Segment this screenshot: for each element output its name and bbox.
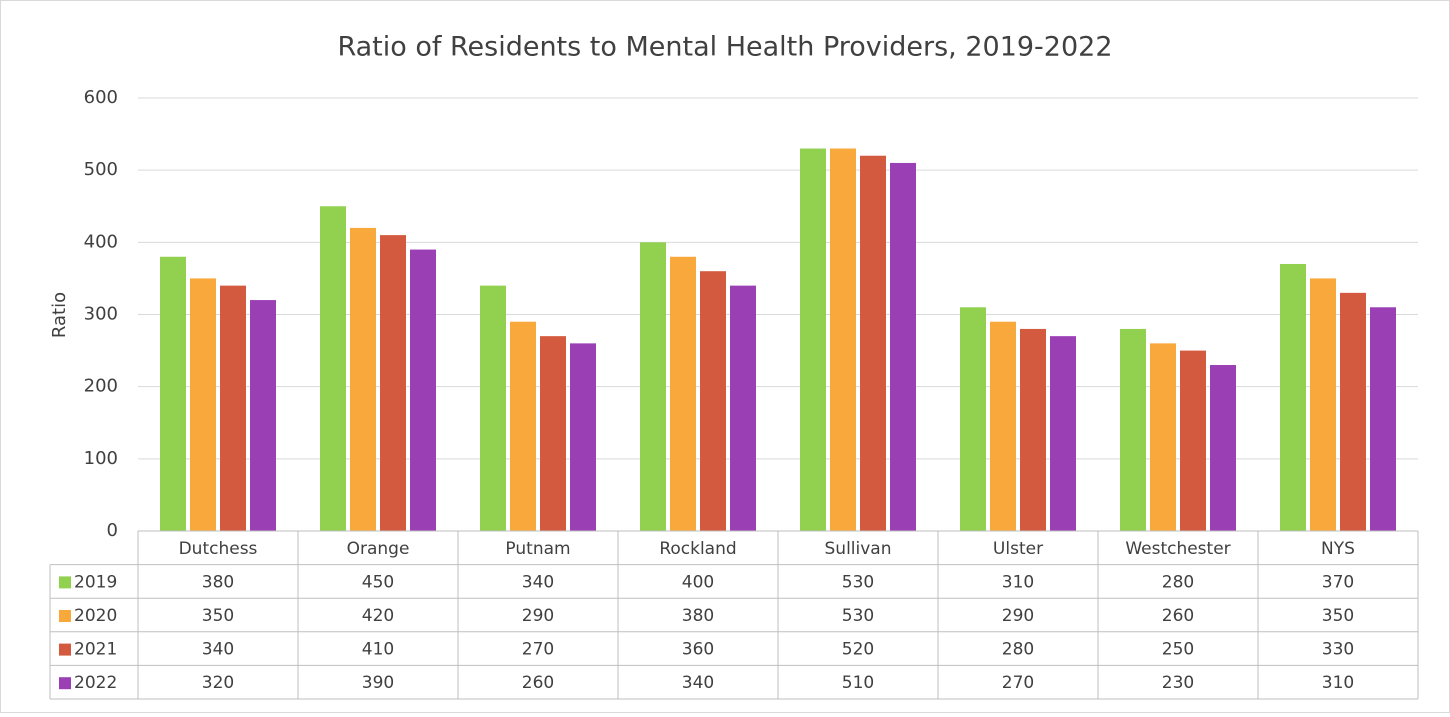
bar — [1310, 278, 1336, 531]
bar — [190, 278, 216, 531]
chart-title: Ratio of Residents to Mental Health Prov… — [337, 32, 1112, 63]
bar — [990, 321, 1016, 531]
bar — [830, 148, 856, 531]
legend-label: 2019 — [74, 572, 117, 592]
legend-label: 2021 — [74, 640, 117, 660]
x-tick-label: Orange — [347, 539, 410, 559]
bar — [1370, 307, 1396, 531]
table-value: 280 — [1162, 572, 1194, 592]
table-value: 520 — [842, 640, 874, 660]
table-value: 420 — [362, 606, 394, 626]
y-tick-label: 400 — [84, 231, 118, 252]
bar — [1020, 328, 1046, 531]
y-tick-label: 500 — [84, 159, 118, 180]
bar — [860, 155, 886, 531]
bar — [380, 235, 406, 531]
table-value: 290 — [1002, 606, 1034, 626]
y-tick-label: 600 — [84, 87, 118, 108]
legend-swatch — [59, 610, 71, 622]
bar — [1180, 350, 1206, 531]
bar — [510, 321, 536, 531]
table-value: 260 — [1162, 606, 1194, 626]
bar — [1210, 365, 1236, 531]
x-tick-label: Ulster — [993, 539, 1043, 559]
table-value: 250 — [1162, 640, 1194, 660]
legend-swatch — [59, 576, 71, 589]
legend-swatch — [59, 643, 71, 656]
legend-label: 2020 — [74, 606, 117, 626]
bar — [250, 300, 276, 531]
y-tick-label: 0 — [107, 520, 118, 541]
y-axis-label: Ratio — [49, 292, 70, 338]
table-value: 330 — [1322, 640, 1354, 660]
bar — [320, 206, 346, 531]
table-value: 400 — [682, 572, 714, 592]
table-value: 340 — [202, 640, 234, 660]
bar — [640, 242, 666, 532]
table-value: 390 — [362, 673, 394, 693]
bar — [1340, 292, 1366, 531]
bar — [160, 256, 186, 531]
y-tick-label: 300 — [84, 304, 118, 325]
table-value: 320 — [202, 673, 234, 693]
bar — [1280, 263, 1306, 531]
x-tick-label: Dutchess — [179, 539, 258, 559]
bar — [730, 285, 756, 531]
bar — [540, 336, 566, 531]
x-tick-label: Sullivan — [825, 539, 892, 559]
table-value: 310 — [1002, 572, 1034, 592]
bar — [1150, 343, 1176, 531]
table-value: 270 — [1002, 673, 1034, 693]
table-value: 380 — [202, 572, 234, 592]
bar — [800, 148, 826, 531]
bar — [1050, 336, 1076, 531]
table-value: 370 — [1322, 572, 1354, 592]
bar — [670, 256, 696, 531]
bar — [1120, 328, 1146, 531]
bar — [570, 343, 596, 531]
table-value: 530 — [842, 606, 874, 626]
table-value: 350 — [202, 606, 234, 626]
bar — [890, 162, 916, 531]
x-tick-label: Rockland — [659, 539, 736, 559]
table-value: 260 — [522, 673, 554, 693]
y-tick-label: 200 — [84, 376, 118, 397]
x-tick-label: NYS — [1321, 539, 1355, 559]
bar — [700, 271, 726, 531]
table-value: 280 — [1002, 640, 1034, 660]
legend-label: 2022 — [74, 673, 117, 693]
x-tick-label: Putnam — [505, 539, 570, 559]
bar — [220, 285, 246, 531]
bar — [960, 307, 986, 531]
table-value: 410 — [362, 640, 394, 660]
table-value: 310 — [1322, 673, 1354, 693]
table-value: 270 — [522, 640, 554, 660]
legend-swatch — [59, 677, 71, 690]
table-value: 380 — [682, 606, 714, 626]
x-tick-label: Westchester — [1125, 539, 1230, 559]
table-value: 230 — [1162, 673, 1194, 693]
table-value: 510 — [842, 673, 874, 693]
table-value: 340 — [522, 572, 554, 592]
bar — [350, 227, 376, 531]
table-value: 290 — [522, 606, 554, 626]
table-value: 360 — [682, 640, 714, 660]
y-tick-label: 100 — [84, 448, 118, 469]
table-value: 340 — [682, 673, 714, 693]
table-value: 450 — [362, 572, 394, 592]
bar — [410, 249, 436, 532]
table-value: 350 — [1322, 606, 1354, 626]
bar — [480, 285, 506, 531]
table-value: 530 — [842, 572, 874, 592]
